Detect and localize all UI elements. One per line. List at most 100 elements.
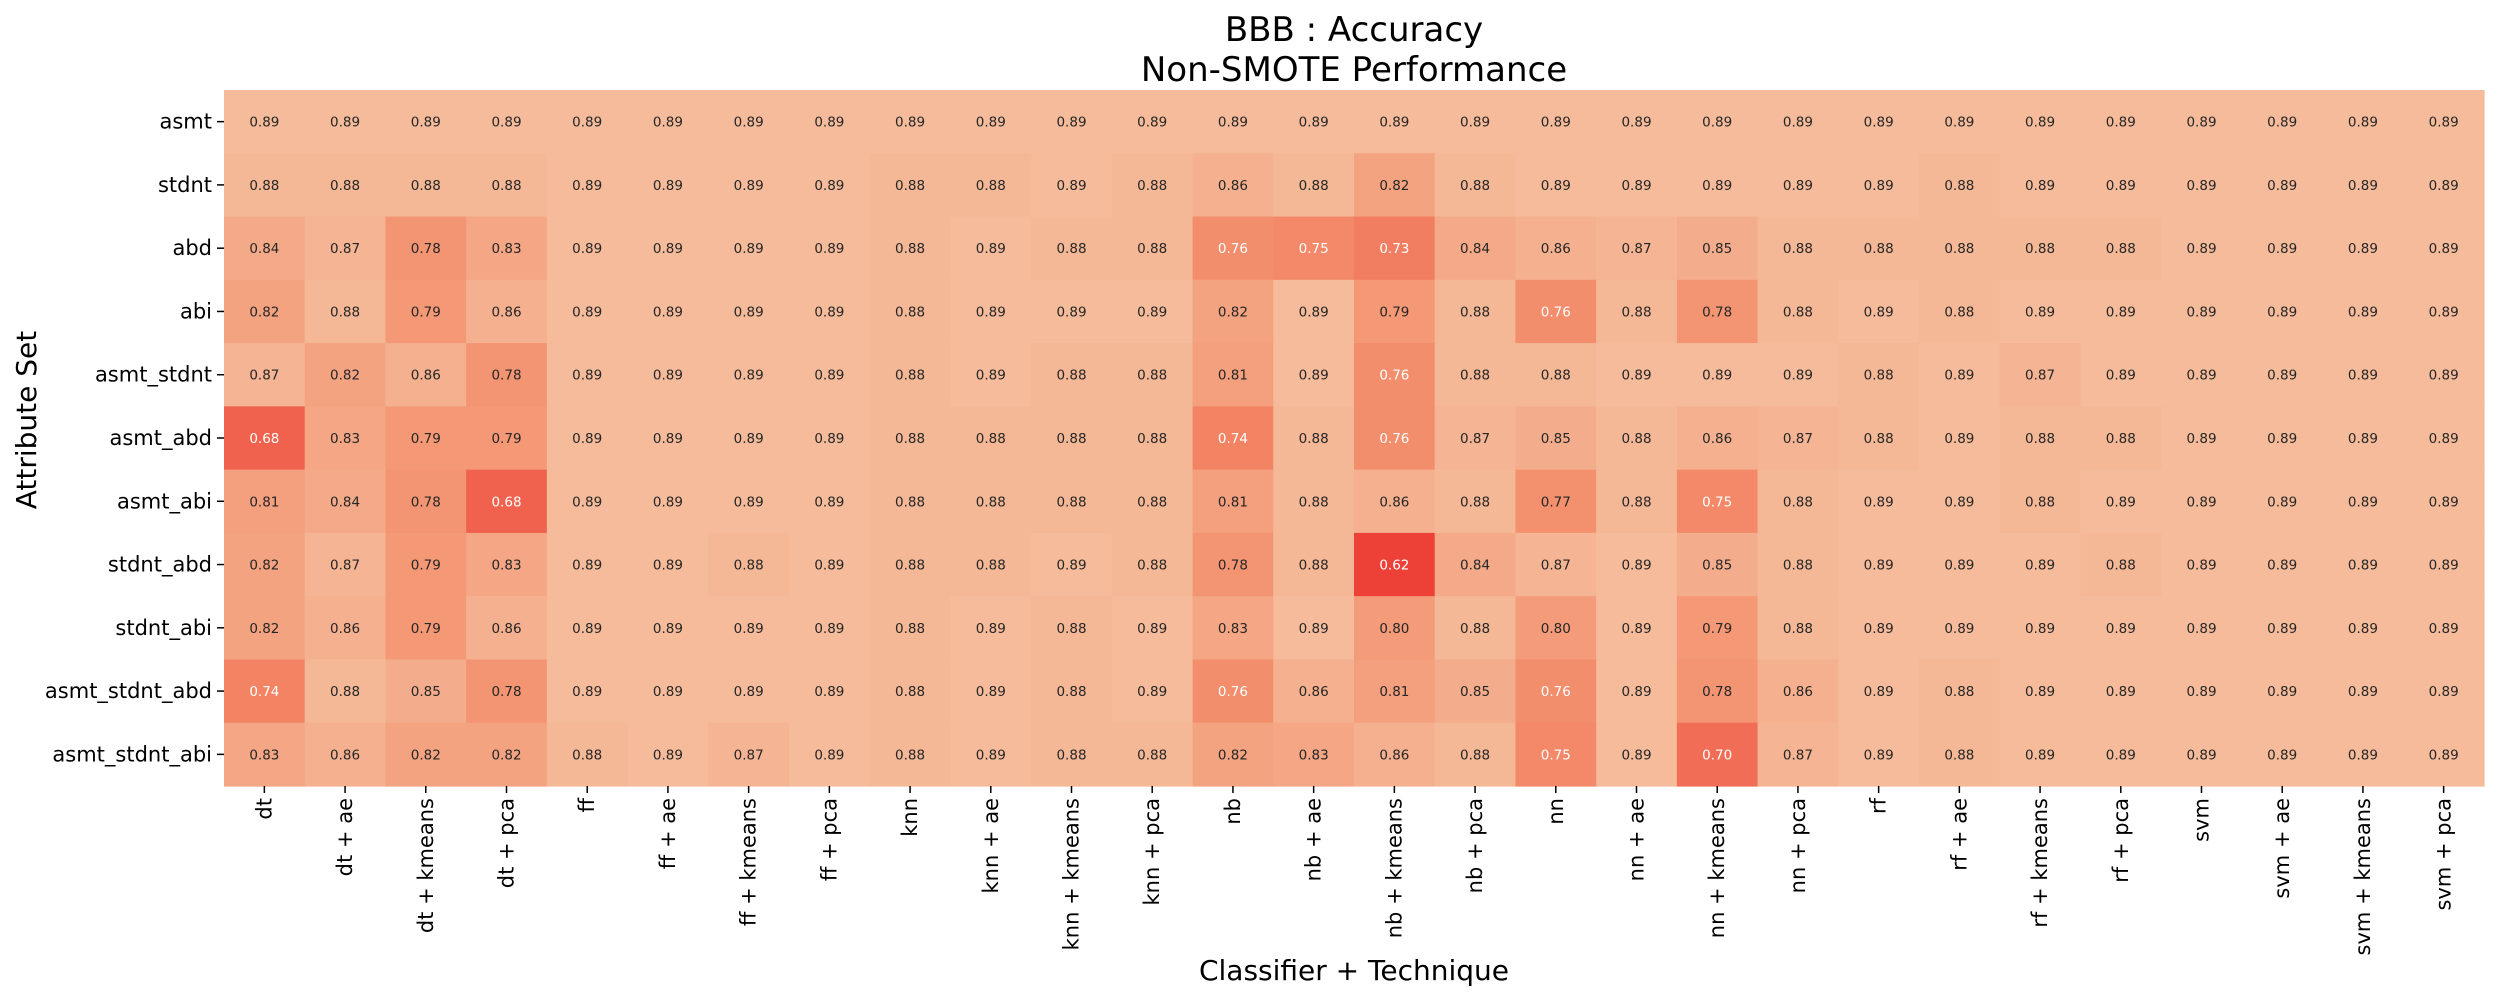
heatmap-cell-label: 0.89: [653, 747, 683, 763]
y-tick-label: stdnt: [158, 173, 212, 197]
heatmap-cell: [385, 596, 467, 661]
heatmap-cell-label: 0.89: [2429, 368, 2459, 384]
heatmap-cell: [627, 722, 709, 787]
heatmap-cell-label: 0.89: [2106, 684, 2136, 700]
heatmap-cell: [1192, 216, 1274, 281]
heatmap-cell: [224, 596, 306, 661]
heatmap-cell-label: 0.88: [1056, 747, 1086, 763]
heatmap-cell: [1919, 343, 2001, 407]
heatmap-cell: [1919, 659, 2001, 724]
heatmap-cell: [466, 153, 548, 218]
heatmap-cell-label: 0.86: [1218, 178, 1248, 194]
heatmap-cell: [1354, 406, 1436, 471]
heatmap-cell-label: 0.89: [734, 368, 764, 384]
heatmap-cell-label: 0.89: [1137, 684, 1167, 700]
heatmap-cell-label: 0.89: [2106, 178, 2136, 194]
heatmap-cell-label: 0.86: [491, 304, 521, 320]
heatmap-cell-label: 0.89: [572, 684, 602, 700]
heatmap-cell-label: 0.87: [249, 368, 279, 384]
heatmap-cell: [1838, 216, 1920, 281]
heatmap-cell: [1676, 279, 1759, 344]
heatmap-cell-label: 0.89: [2267, 115, 2297, 131]
y-tick-label: stdnt_abd: [108, 553, 212, 578]
heatmap-cell: [304, 279, 387, 344]
heatmap-cell: [304, 90, 387, 154]
heatmap-cell-label: 0.89: [2429, 621, 2459, 637]
heatmap-cell-label: 0.89: [814, 558, 844, 574]
heatmap-cell: [869, 153, 952, 218]
heatmap-cell: [304, 596, 387, 661]
heatmap-cell: [708, 659, 790, 724]
heatmap-cell: [224, 532, 306, 597]
heatmap-cell: [546, 343, 629, 407]
heatmap-cell-label: 0.86: [411, 368, 441, 384]
heatmap-cell: [1676, 596, 1759, 661]
heatmap-cell: [1838, 279, 1920, 344]
heatmap-cell: [2080, 659, 2162, 724]
heatmap-cell: [2322, 216, 2404, 281]
heatmap-cell: [1192, 469, 1274, 534]
heatmap-cell: [1111, 659, 1194, 724]
heatmap-cell: [708, 406, 790, 471]
heatmap-cell-label: 0.88: [1056, 494, 1086, 510]
heatmap-cell-label: 0.75: [1702, 494, 1732, 510]
heatmap-cell-label: 0.89: [2267, 747, 2297, 763]
heatmap-cell-label: 0.89: [814, 178, 844, 194]
heatmap-cell: [1273, 659, 1355, 724]
heatmap-cell: [1354, 659, 1436, 724]
heatmap-cell: [2161, 532, 2243, 597]
heatmap-cell-label: 0.89: [1702, 368, 1732, 384]
y-tick-label: asmt_abi: [117, 489, 212, 514]
heatmap-cell: [1273, 279, 1355, 344]
heatmap-cell: [2161, 596, 2243, 661]
heatmap-cell-label: 0.79: [491, 431, 521, 447]
heatmap-cell-label: 0.89: [1783, 178, 1813, 194]
heatmap-cell-label: 0.87: [1783, 747, 1813, 763]
heatmap-cell: [708, 722, 790, 787]
heatmap-cell: [304, 469, 387, 534]
heatmap-cell-label: 0.86: [330, 621, 360, 637]
heatmap-cell: [1434, 216, 1517, 281]
heatmap-cell-label: 0.89: [734, 241, 764, 257]
heatmap-cell-label: 0.82: [249, 621, 279, 637]
heatmap-cell: [1273, 153, 1355, 218]
heatmap-cell: [385, 90, 467, 154]
heatmap-cell: [1919, 90, 2001, 154]
heatmap-cell-label: 0.89: [1621, 115, 1651, 131]
heatmap-cell-label: 0.89: [653, 241, 683, 257]
heatmap-cell-label: 0.89: [814, 304, 844, 320]
x-axis-label: Classifier + Technique: [1199, 954, 1509, 987]
heatmap-cell-label: 0.87: [1460, 431, 1490, 447]
heatmap-cell: [385, 722, 467, 787]
x-tick-label: rf + pca: [2109, 798, 2133, 883]
heatmap-cell-label: 0.89: [2106, 494, 2136, 510]
heatmap-cell-label: 0.88: [2106, 558, 2136, 574]
heatmap-cell-label: 0.89: [2267, 241, 2297, 257]
heatmap-cell-label: 0.88: [895, 431, 925, 447]
heatmap-cell-label: 0.88: [1460, 494, 1490, 510]
heatmap-cell: [1757, 532, 1839, 597]
heatmap-cell-label: 0.89: [1783, 115, 1813, 131]
heatmap-cell: [1111, 596, 1194, 661]
heatmap-cell: [466, 722, 548, 787]
heatmap-cell: [466, 90, 548, 154]
heatmap-cell: [466, 469, 548, 534]
heatmap-cell: [789, 532, 871, 597]
heatmap-cell: [304, 406, 387, 471]
heatmap-cell-label: 0.89: [1621, 621, 1651, 637]
heatmap-cell: [2080, 406, 2162, 471]
heatmap-cell: [950, 279, 1032, 344]
heatmap-cell: [789, 659, 871, 724]
heatmap-cell-label: 0.89: [2106, 115, 2136, 131]
heatmap-cell-label: 0.89: [814, 431, 844, 447]
heatmap-cell: [385, 343, 467, 407]
heatmap-cell-label: 0.87: [1541, 558, 1571, 574]
heatmap-cell-label: 0.81: [1218, 494, 1248, 510]
heatmap-cell: [1999, 216, 2082, 281]
heatmap-cell: [1515, 722, 1597, 787]
y-tick-label: abd: [172, 236, 212, 260]
heatmap-cell-label: 0.89: [976, 115, 1006, 131]
heatmap-cell-label: 0.89: [1864, 558, 1894, 574]
heatmap-cell: [1354, 722, 1436, 787]
